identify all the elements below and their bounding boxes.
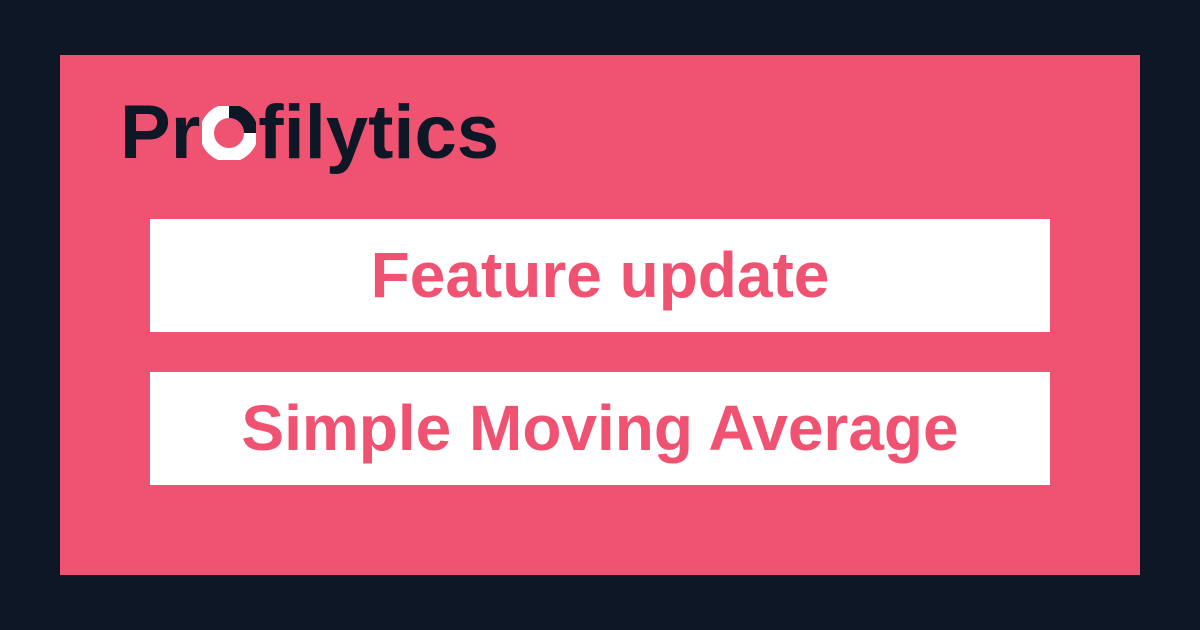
brand-logo: Pr filytics: [120, 95, 1090, 171]
brand-name-suffix: filytics: [258, 95, 499, 171]
banner-tag: Feature update: [150, 219, 1050, 332]
banner-title: Simple Moving Average: [150, 372, 1050, 485]
banner-tag-text: Feature update: [371, 239, 830, 311]
banner-title-text: Simple Moving Average: [241, 392, 958, 464]
promo-card: Pr filytics Feature update Simple Moving…: [60, 55, 1140, 575]
brand-name-prefix: Pr: [120, 95, 200, 171]
brand-ring-icon: [202, 106, 256, 160]
